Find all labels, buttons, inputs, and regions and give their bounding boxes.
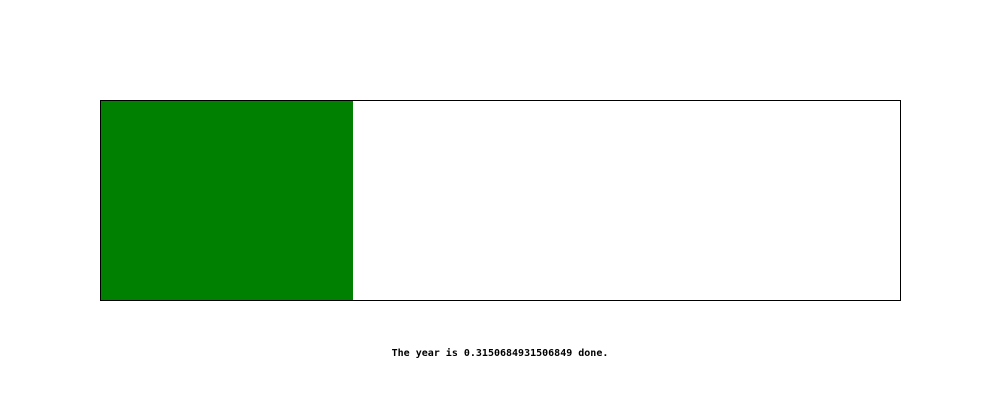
year-progress-status-text: The year is 0.3150684931506849 done.	[391, 348, 609, 359]
year-progress-bar	[100, 100, 901, 301]
year-progress-fill	[101, 101, 353, 300]
